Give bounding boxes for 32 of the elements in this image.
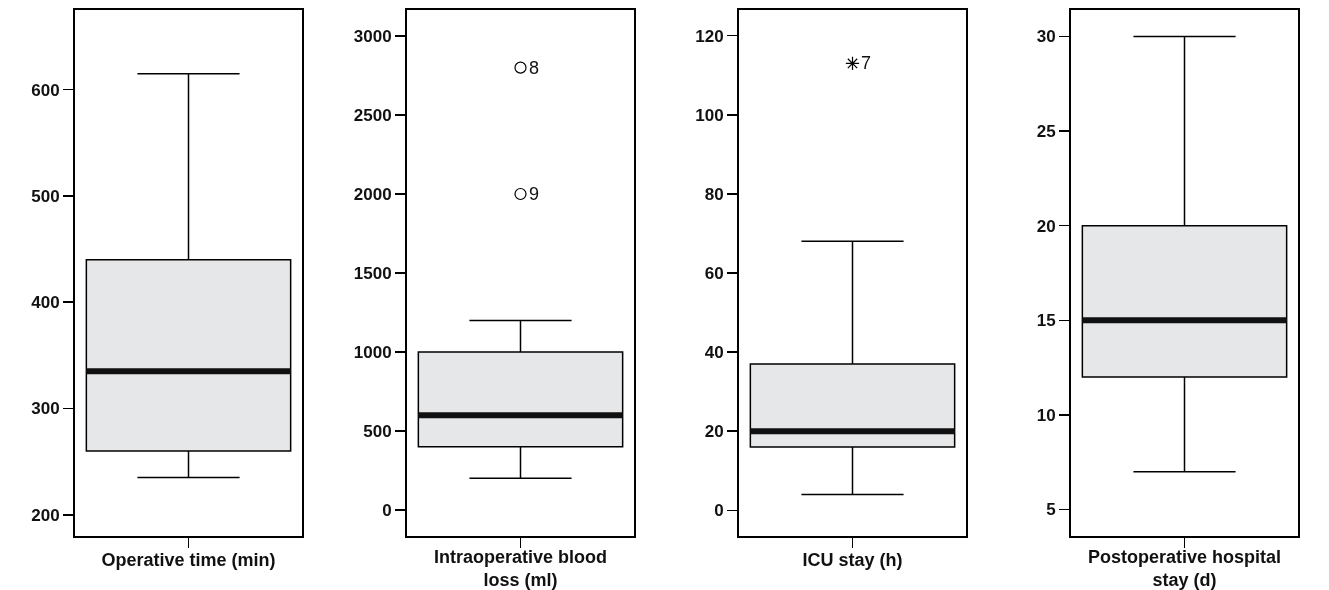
y-tick-label: 300 [31,399,60,419]
y-tick-label: 30 [1036,27,1056,47]
y-tick-label: 5 [1046,500,1056,520]
annotation: 9 [529,184,540,204]
y-tick-label: 1500 [353,263,392,283]
y-tick-label: 0 [382,500,392,520]
y-tick-label: 60 [704,263,724,283]
y-tick-label: 0 [714,501,724,521]
y-tick-label: 200 [31,505,60,525]
y-tick-label: 10 [1036,405,1056,425]
annotation: 8 [529,58,540,78]
y-tick-label: 500 [31,186,60,206]
x-axis-title: Postoperative hospital stay (d) [1087,546,1282,590]
y-tick-label: 25 [1036,122,1056,142]
x-axis-title: Intraoperative blood loss (ml) [433,546,608,590]
x-axis-title: Operative time (min) [101,550,276,570]
y-tick-label: 20 [1036,216,1056,236]
y-tick-label: 400 [31,293,60,313]
x-axis-title: ICU stay (h) [802,550,903,570]
y-tick-label: 100 [695,105,724,125]
annotation: 7 [861,53,872,73]
y-tick-label: 1000 [353,342,392,362]
y-tick-label: 80 [704,184,724,204]
y-tick-label: 500 [363,421,392,441]
y-tick-label: 15 [1036,311,1056,331]
y-tick-label: 2000 [353,184,392,204]
y-tick-label: 600 [31,80,60,100]
y-tick-label: 3000 [353,27,392,47]
y-tick-label: 40 [704,343,724,363]
y-tick-label: 120 [695,26,724,46]
y-tick-label: 20 [704,422,724,442]
y-tick-label: 2500 [353,105,392,125]
